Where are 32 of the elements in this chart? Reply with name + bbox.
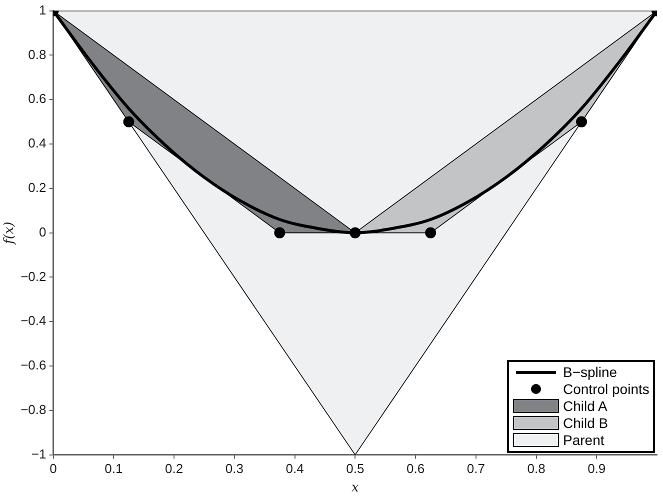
legend-label: B−spline	[563, 364, 618, 381]
x-tick-label: 0.7	[466, 461, 485, 476]
legend-label: Child A	[563, 398, 608, 415]
point	[123, 116, 134, 128]
x-tick-label: 0.8	[527, 461, 546, 476]
x-tick-label: 0.1	[104, 461, 123, 476]
x-axis-title: x	[351, 480, 360, 496]
x-tick-label: 0.5	[346, 461, 364, 476]
y-tick-label: −1	[31, 446, 46, 462]
y-tick-label: −0.6	[20, 358, 46, 373]
legend-label: Parent	[563, 432, 604, 449]
y-axis-title: f(x)	[2, 222, 18, 245]
y-tick-label: −0.2	[20, 268, 46, 284]
x-tick-label: 0.6	[406, 461, 425, 476]
y-tick-label: −0.8	[20, 402, 46, 417]
y-tick-label: −0.4	[20, 313, 46, 328]
x-tick-label: 0.2	[164, 461, 184, 476]
y-tick-label: 0.2	[28, 180, 46, 195]
y-tick-label: 0.6	[28, 91, 46, 106]
x-tick-label: 0.9	[588, 461, 606, 476]
legend-label: Child B	[563, 414, 608, 432]
point	[274, 227, 286, 238]
point	[425, 227, 436, 238]
point	[576, 116, 588, 128]
legend-label: Control points	[563, 380, 650, 398]
y-tick-label: 0.8	[28, 46, 46, 62]
y-tick-label: 0.4	[28, 136, 46, 151]
x-tick-label: 0.3	[225, 461, 244, 476]
y-tick-label: 0	[39, 224, 46, 240]
x-tick-label: 0.4	[286, 461, 304, 476]
x-tick-label: 0	[50, 461, 57, 476]
y-tick-label: 1	[39, 2, 46, 18]
